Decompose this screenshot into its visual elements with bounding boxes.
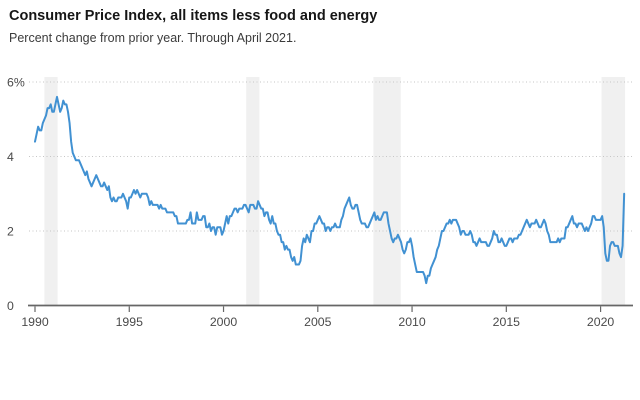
x-tick-label: 2005 <box>304 315 332 329</box>
y-tick-label: 6% <box>7 76 25 90</box>
y-tick-label: 4 <box>7 150 14 164</box>
x-tick-label: 1995 <box>116 315 144 329</box>
chart-header: Consumer Price Index, all items less foo… <box>9 7 377 46</box>
x-tick-label: 1990 <box>21 315 49 329</box>
x-tick-label: 2000 <box>210 315 238 329</box>
x-tick-label: 2015 <box>493 315 521 329</box>
recession-band <box>373 77 401 306</box>
y-tick-label: 0 <box>7 299 14 313</box>
recession-band <box>44 77 58 306</box>
recession-band <box>246 77 260 306</box>
x-tick-label: 2010 <box>398 315 426 329</box>
data-line <box>34 95 626 285</box>
y-tick-label: 2 <box>7 225 14 239</box>
recession-band <box>601 77 626 306</box>
x-tick-label: 2020 <box>587 315 615 329</box>
chart-title: Consumer Price Index, all items less foo… <box>9 8 378 24</box>
chart-subtitle: Percent change from prior year. Through … <box>9 30 297 45</box>
